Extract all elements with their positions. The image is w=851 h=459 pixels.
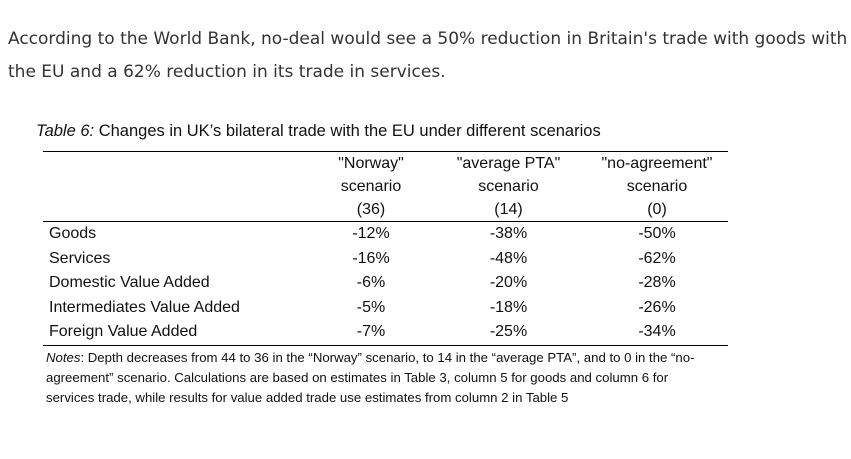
row-label: Domestic Value Added bbox=[49, 274, 210, 291]
cell-pta: -25% bbox=[431, 320, 586, 346]
header-row: "Norway" "average PTA" "no-agreement" bbox=[43, 151, 728, 175]
table-caption: Table 6: Changes in UK’s bilateral trade… bbox=[36, 122, 726, 141]
table-row: Foreign Value Added -7% -25% -34% bbox=[43, 320, 728, 346]
intro-paragraph: According to the World Bank, no-deal wou… bbox=[8, 29, 848, 82]
cell-noagreement: -34% bbox=[586, 320, 728, 346]
cell-noagreement: -26% bbox=[638, 298, 676, 316]
table-row: Intermediates Value Added -5% -18% -26% bbox=[43, 296, 728, 321]
header-corner bbox=[43, 151, 311, 175]
caption-text: Changes in UK’s bilateral trade with the… bbox=[94, 122, 601, 140]
row-label: Foreign Value Added bbox=[43, 320, 311, 346]
header-noagreement-line1: "no-agreement" bbox=[586, 151, 728, 175]
cell-noagreement: -28% bbox=[638, 274, 676, 291]
header-noagreement-line2: scenario bbox=[626, 178, 688, 195]
cell-norway: -7% bbox=[311, 320, 431, 346]
row-label: Goods bbox=[49, 225, 97, 242]
notes-prefix: Notes bbox=[46, 349, 81, 365]
header-noagreement-line3: (0) bbox=[586, 198, 728, 222]
notes-text: : Depth decreases from 44 to 36 in the “… bbox=[46, 349, 695, 405]
table-row: Goods -12% -38% -50% bbox=[43, 222, 728, 247]
cell-noagreement: -50% bbox=[638, 225, 676, 242]
header-norway-line2: scenario bbox=[340, 178, 402, 195]
header-pta-line1: "average PTA" bbox=[431, 151, 586, 175]
table-figure: Table 6: Changes in UK’s bilateral trade… bbox=[36, 122, 728, 408]
cell-pta: -38% bbox=[489, 225, 528, 242]
cell-norway: -12% bbox=[352, 225, 390, 242]
header-norway-line3: (36) bbox=[311, 198, 431, 222]
header-pta-line2: scenario bbox=[478, 178, 539, 195]
cell-pta: -20% bbox=[489, 274, 528, 291]
table-row: Domestic Value Added -6% -20% -28% bbox=[43, 271, 728, 296]
caption-prefix: Table 6: bbox=[36, 122, 95, 140]
cell-pta: -48% bbox=[489, 249, 528, 267]
cell-norway: -5% bbox=[356, 298, 386, 316]
row-label: Intermediates Value Added bbox=[49, 298, 240, 316]
table-notes: Notes: Depth decreases from 44 to 36 in … bbox=[46, 348, 716, 408]
header-row: scenario scenario scenario bbox=[43, 175, 728, 198]
header-row: (36) (14) (0) bbox=[43, 198, 728, 222]
trade-scenarios-table: "Norway" "average PTA" "no-agreement" sc… bbox=[43, 151, 728, 346]
cell-norway: -16% bbox=[352, 249, 390, 267]
cell-norway: -6% bbox=[356, 274, 386, 291]
header-pta-line3: (14) bbox=[431, 198, 586, 222]
header-norway-line1: "Norway" bbox=[311, 151, 431, 175]
cell-pta: -18% bbox=[489, 298, 528, 316]
cell-noagreement: -62% bbox=[638, 249, 676, 267]
row-label: Services bbox=[49, 249, 111, 267]
table-row: Services -16% -48% -62% bbox=[43, 247, 728, 272]
